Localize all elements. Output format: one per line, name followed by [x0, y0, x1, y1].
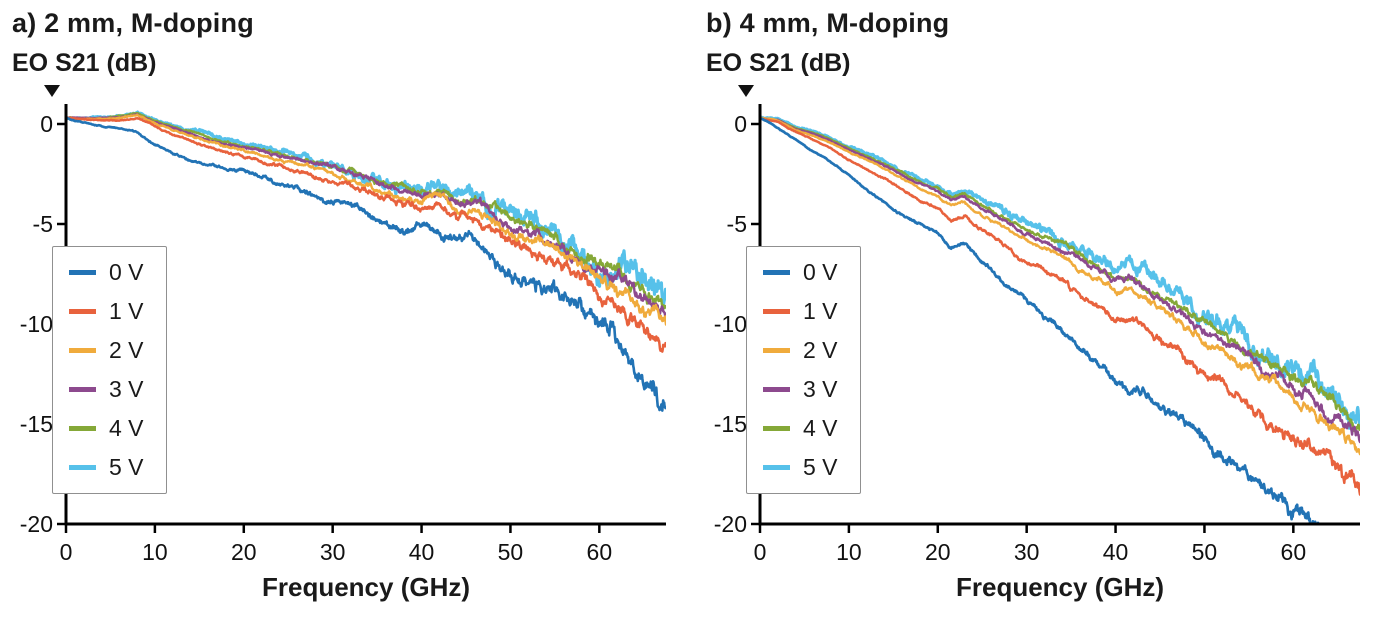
- svg-text:40: 40: [409, 539, 435, 565]
- panel-a: a) 2 mm, M-doping EO S21 (dB) 0 10 20 30 40 5…: [10, 6, 676, 603]
- legend-item: 4 V: [763, 415, 838, 442]
- svg-text:0: 0: [734, 111, 747, 137]
- legend-label: 3 V: [803, 376, 838, 402]
- panel-b: b) 4 mm, M-doping EO S21 (dB) 0 10 20 30 40 5…: [704, 6, 1370, 603]
- svg-text:-10: -10: [714, 311, 747, 337]
- svg-text:0: 0: [60, 539, 73, 565]
- svg-text:30: 30: [1014, 539, 1040, 565]
- legend-swatch: [69, 387, 96, 392]
- legend-item: 3 V: [69, 376, 144, 403]
- svg-text:30: 30: [320, 539, 346, 565]
- panel-b-ylabel: EO S21 (dB): [706, 49, 851, 77]
- panel-a-plot: 0 10 20 30 40 50 60 0 -5 -10 -15 -20 0 V 1 V 2 V 3 V 4 …: [10, 98, 670, 568]
- legend-label: 0 V: [803, 259, 838, 285]
- legend-label: 4 V: [803, 415, 838, 441]
- legend-label: 0 V: [109, 259, 144, 285]
- legend-swatch: [69, 465, 96, 470]
- svg-text:-15: -15: [714, 411, 747, 437]
- panel-b-xlabel: Frequency (GHz): [955, 572, 1165, 602]
- legend-swatch: [763, 426, 790, 431]
- axis-pointer-icon: [738, 85, 754, 97]
- legend-item: 0 V: [763, 259, 838, 286]
- legend-swatch: [763, 387, 790, 392]
- legend-item: 0 V: [69, 259, 144, 286]
- legend-item: 1 V: [69, 298, 144, 325]
- panel-b-legend: 0 V 1 V 2 V 3 V 4 V 5 V: [746, 246, 861, 494]
- legend-swatch: [763, 309, 790, 314]
- legend-label: 5 V: [109, 454, 144, 480]
- panel-a-legend: 0 V 1 V 2 V 3 V 4 V 5 V: [52, 246, 167, 494]
- legend-swatch: [763, 348, 790, 353]
- svg-text:50: 50: [498, 539, 524, 565]
- legend-item: 2 V: [69, 337, 144, 364]
- legend-item: 3 V: [763, 376, 838, 403]
- svg-text:10: 10: [836, 539, 862, 565]
- svg-text:20: 20: [231, 539, 257, 565]
- svg-text:10: 10: [142, 539, 168, 565]
- panel-b-plot: 0 10 20 30 40 50 60 0 -5 -10 -15 -20 0 V 1 V 2 V 3 V 4 …: [704, 98, 1364, 568]
- svg-text:-5: -5: [727, 211, 747, 237]
- legend-label: 2 V: [803, 337, 838, 363]
- svg-text:20: 20: [925, 539, 951, 565]
- svg-text:-15: -15: [20, 411, 53, 437]
- svg-text:40: 40: [1103, 539, 1129, 565]
- legend-item: 4 V: [69, 415, 144, 442]
- svg-text:-5: -5: [33, 211, 53, 237]
- legend-swatch: [763, 270, 790, 275]
- legend-swatch: [763, 465, 790, 470]
- panel-a-title: a) 2 mm, M-doping: [12, 8, 254, 38]
- figure: a) 2 mm, M-doping EO S21 (dB) 0 10 20 30 40 5…: [10, 6, 1370, 603]
- axis-pointer-icon: [44, 85, 60, 97]
- legend-swatch: [69, 348, 96, 353]
- panel-b-chart: 0 10 20 30 40 50 60 0 -5 -10 -15 -20: [714, 104, 1360, 565]
- legend-item: 5 V: [763, 454, 838, 481]
- legend-item: 5 V: [69, 454, 144, 481]
- svg-text:-20: -20: [714, 511, 747, 537]
- legend-label: 5 V: [803, 454, 838, 480]
- panel-b-title: b) 4 mm, M-doping: [706, 8, 950, 38]
- legend-swatch: [69, 270, 96, 275]
- svg-text:60: 60: [587, 539, 613, 565]
- svg-text:0: 0: [754, 539, 767, 565]
- legend-label: 1 V: [109, 298, 144, 324]
- legend-swatch: [69, 426, 96, 431]
- legend-swatch: [69, 309, 96, 314]
- svg-text:60: 60: [1281, 539, 1307, 565]
- svg-text:-10: -10: [20, 311, 53, 337]
- legend-item: 1 V: [763, 298, 838, 325]
- svg-text:-20: -20: [20, 511, 53, 537]
- panel-a-chart: 0 10 20 30 40 50 60 0 -5 -10 -15 -20: [20, 104, 666, 565]
- svg-text:50: 50: [1192, 539, 1218, 565]
- legend-item: 2 V: [763, 337, 838, 364]
- panel-a-ylabel: EO S21 (dB): [12, 49, 157, 77]
- legend-label: 2 V: [109, 337, 144, 363]
- legend-label: 3 V: [109, 376, 144, 402]
- legend-label: 1 V: [803, 298, 838, 324]
- legend-label: 4 V: [109, 415, 144, 441]
- svg-text:0: 0: [40, 111, 53, 137]
- panel-a-xlabel: Frequency (GHz): [261, 572, 471, 602]
